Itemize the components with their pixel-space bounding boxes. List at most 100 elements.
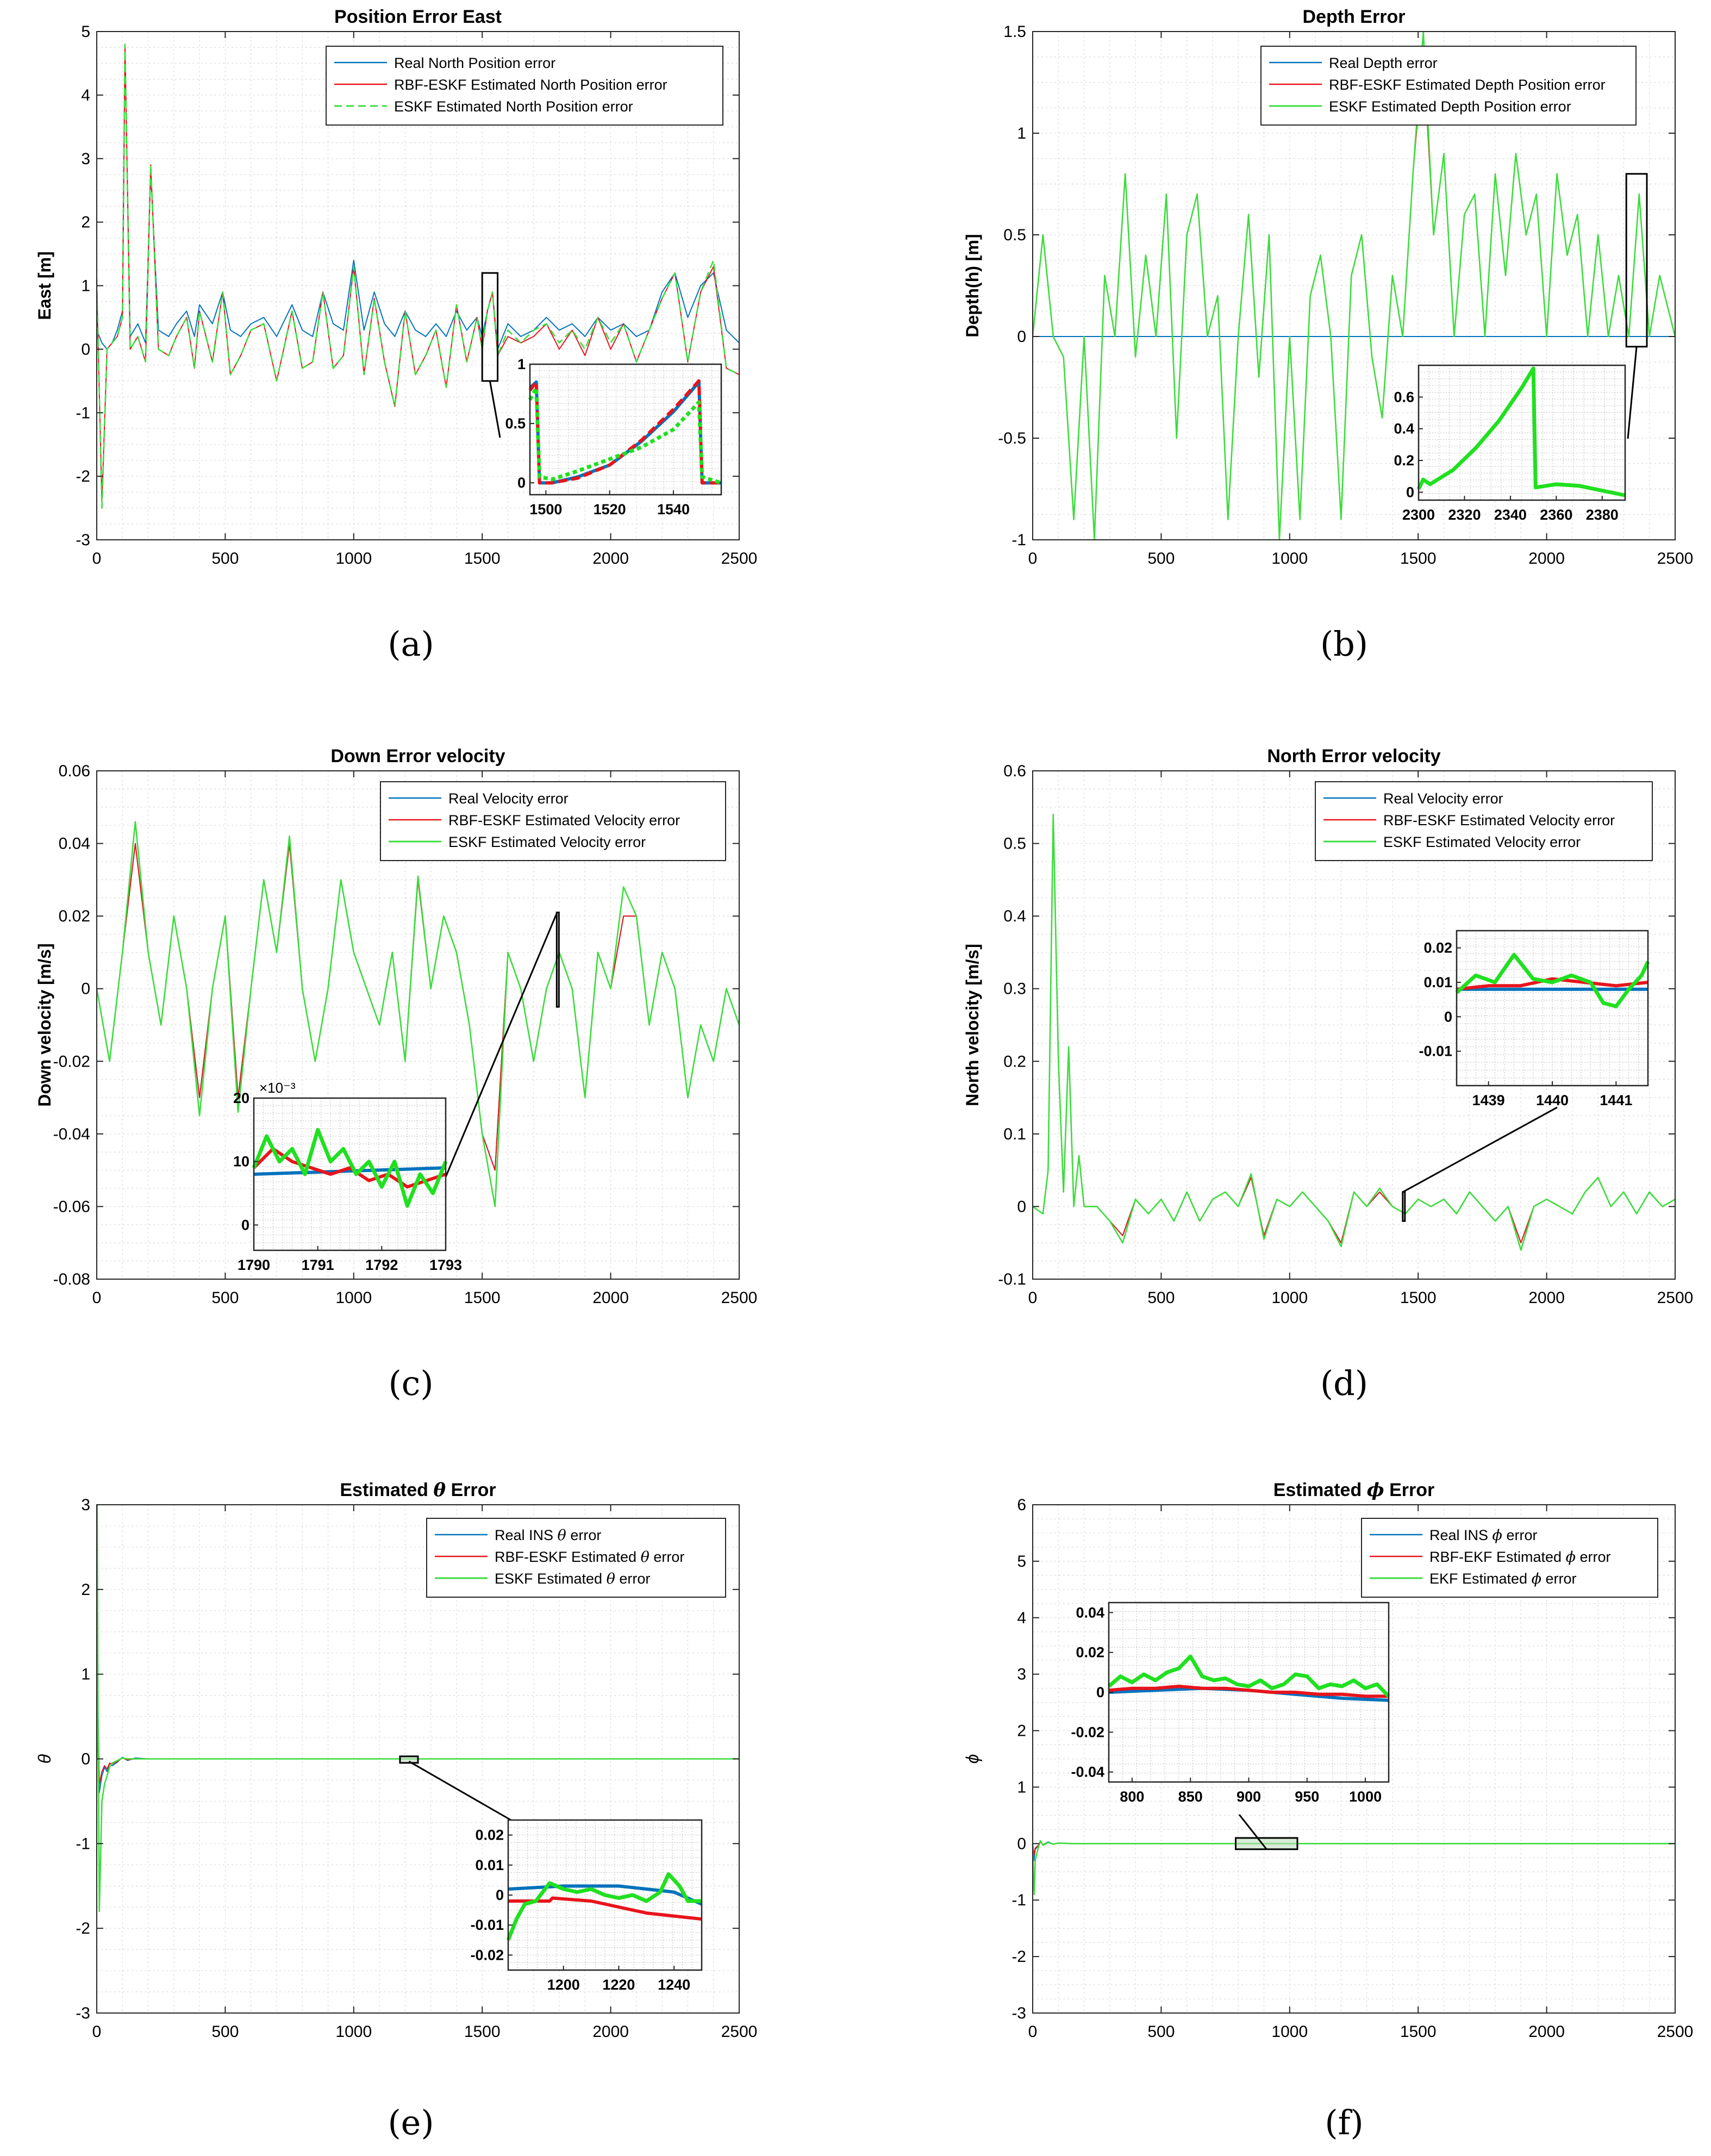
inset-series-3: [252, 1127, 448, 1208]
inset-x-tick-label: 1200: [547, 1977, 580, 1993]
caption-d: (d): [1320, 1363, 1369, 1403]
series-line-3: [1032, 1840, 1675, 1896]
inset-x-tick-label: 900: [1237, 1789, 1261, 1805]
x-tick-label: 0: [92, 550, 102, 568]
inset-x-tick-label: 2300: [1402, 507, 1435, 523]
y-tick-label: 0.5: [1003, 835, 1026, 853]
inset-f: 800 850 900 950 1000 -0.04 -0.02 0 0.02 0.04: [1071, 1602, 1390, 1805]
x-tick-label: 2000: [592, 2023, 629, 2041]
caption-c: (c): [388, 1363, 434, 1403]
legend-part: EKF Estimated: [1429, 1571, 1532, 1587]
legend-part: ϕ: [1493, 1527, 1502, 1544]
x-tick-label: 2000: [1528, 1289, 1565, 1307]
y-tick-label: 4: [81, 86, 90, 104]
y-tick-label: 0: [1017, 1198, 1026, 1216]
inset-series-3: [1416, 366, 1626, 497]
inset-y-tick-label: 0.02: [475, 1827, 504, 1843]
inset-x-tick-label: 1000: [1349, 1789, 1382, 1805]
inset-y-tick-label: 1: [517, 356, 526, 372]
inset-y-tick-label: 0: [517, 475, 526, 491]
x-tick-label: 2000: [1528, 550, 1565, 568]
legend-part: ESKF Estimated: [495, 1571, 607, 1587]
inset-y-tick-label: 0.6: [1394, 389, 1414, 405]
inset-b: 2300 2320 2340 2360 2380 0 0.2 0.4 0.6: [1394, 364, 1626, 523]
inset-series-3: [506, 1872, 702, 1941]
inset-x-tick-label: 950: [1295, 1789, 1319, 1805]
series-group: [96, 43, 740, 509]
y-tick-label: 0.6: [1003, 762, 1026, 780]
x-tick-label: 1500: [464, 1289, 501, 1307]
y-tick-label: 2: [1017, 1722, 1026, 1740]
y-axis-label: East [m]: [35, 251, 54, 320]
legend-label-3: ESKF Estimated θ error: [495, 1571, 650, 1587]
inset-x-tick-label: 850: [1178, 1789, 1203, 1805]
y-tick-label: -1: [76, 404, 90, 422]
y-axis-label: ϕ: [963, 1754, 982, 1764]
inset-series-3: [1455, 952, 1650, 1008]
x-tick-label: 1000: [335, 1289, 372, 1307]
y-tick-label: 0: [1017, 328, 1026, 346]
inset-y-tick-label: 0.01: [1423, 974, 1452, 990]
y-tick-label: 0: [81, 980, 90, 998]
legend-label-2: RBF-EKF Estimated ϕ error: [1429, 1549, 1610, 1566]
inset-x-tick-label: 2380: [1586, 507, 1619, 523]
y-tick-label: 3: [81, 1496, 90, 1514]
y-tick-label: 0: [81, 1750, 90, 1768]
x-tick-label: 2500: [1657, 1289, 1694, 1307]
inset-x-tick-label: 1791: [302, 1257, 334, 1273]
axes-frame: [1032, 1504, 1676, 2014]
x-tick-label: 1500: [1400, 1289, 1437, 1307]
y-tick-label: 0.2: [1003, 1052, 1026, 1070]
inset-grid: [508, 1820, 702, 1970]
inset-x-tick-label: 1439: [1472, 1092, 1505, 1108]
y-tick-label: 5: [1017, 1553, 1026, 1571]
inset-exponent: ×10⁻³: [259, 1080, 296, 1096]
y-tick-label: -0.06: [53, 1198, 90, 1216]
inset-y-tick-label: 0: [1444, 1008, 1452, 1025]
x-tick-label: 1000: [335, 550, 372, 568]
x-tick-label: 1000: [1271, 550, 1308, 568]
y-tick-label: 0.4: [1003, 907, 1026, 925]
y-tick-label: 0.3: [1003, 980, 1026, 998]
legend-label-2: RBF-ESKF Estimated Depth Position error: [1329, 77, 1606, 93]
y-tick-label: 0: [1017, 1835, 1026, 1853]
y-axis-label: North velocity [m/s]: [963, 944, 982, 1106]
legend-label-1: Real North Position error: [394, 55, 555, 71]
inset-x-tick-label: 1790: [238, 1257, 270, 1273]
legend-part: RBF-EKF Estimated: [1429, 1549, 1566, 1565]
legend-part: error: [615, 1571, 651, 1587]
x-tick-label: 0: [1028, 2023, 1038, 2041]
inset-y-tick-label: 0.01: [475, 1857, 504, 1873]
inset-y-tick-label: 0.2: [1394, 452, 1414, 469]
legend-label-1: Real INS ϕ error: [1429, 1527, 1537, 1544]
inset-x-tick-label: 1220: [602, 1977, 635, 1993]
legend-part: error: [566, 1527, 602, 1543]
chart-title: Depth Error: [1303, 7, 1406, 27]
series-group: [96, 1504, 739, 1912]
series-line-3: [1032, 30, 1676, 541]
zoom-box: [1625, 173, 1648, 348]
legend: Real Velocity error RBF-ESKF Estimated Ve…: [1315, 781, 1653, 861]
axes-frame: [1032, 770, 1676, 1280]
caption-f: (f): [1325, 2103, 1364, 2142]
legend: Real Velocity error RBF-ESKF Estimated Ve…: [380, 781, 726, 861]
x-tick-label: 500: [1147, 1289, 1175, 1307]
title-part: Estimated: [340, 1480, 433, 1500]
x-tick-label: 2000: [592, 550, 629, 568]
axes-frame: [1032, 31, 1676, 540]
y-tick-label: 0.1: [1003, 1125, 1026, 1143]
y-tick-label: 1: [81, 277, 90, 295]
legend-box: [380, 781, 726, 861]
x-tick-label: 2500: [1657, 2023, 1694, 2041]
chart-a: 0 500 1000 1500 2000 2500 -3 -2 -1 0 1 2 3 4 5 Position…: [35, 7, 757, 568]
y-tick-label: 5: [81, 23, 90, 41]
legend-label-2: RBF-ESKF Estimated Velocity error: [1383, 812, 1615, 828]
zoom-connector: [1627, 346, 1638, 439]
inset-series-1: [253, 1166, 446, 1176]
y-tick-label: 0.06: [59, 762, 90, 780]
legend-part: error: [650, 1549, 685, 1565]
y-tick-label: -0.5: [998, 429, 1026, 447]
legend-box: [326, 46, 723, 126]
x-tick-label: 500: [211, 1289, 239, 1307]
